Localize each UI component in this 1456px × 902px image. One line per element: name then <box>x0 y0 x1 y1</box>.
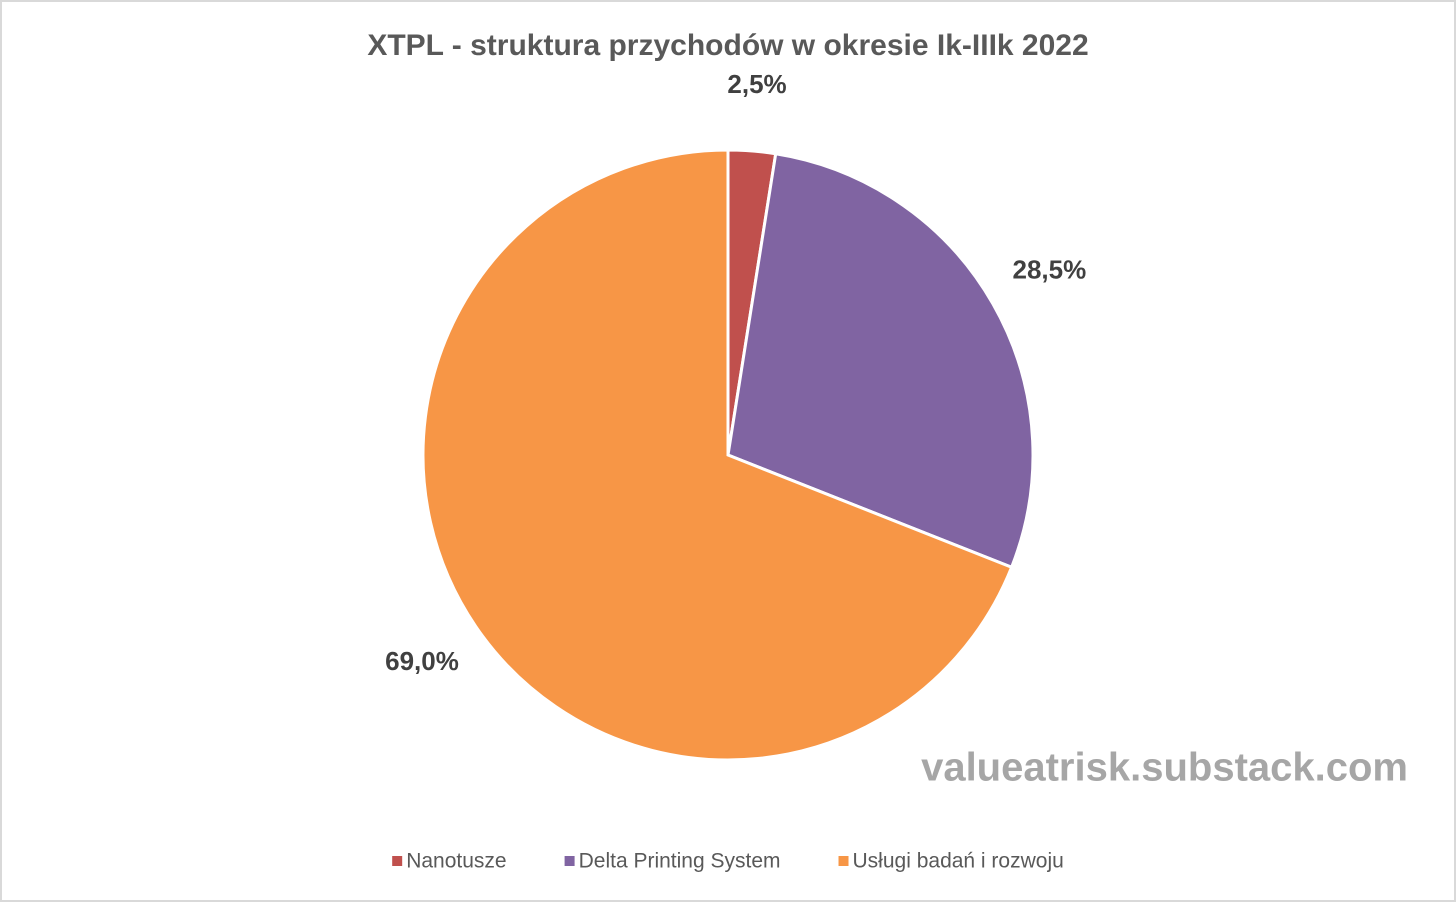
watermark: valueatrisk.substack.com <box>921 746 1408 790</box>
data-label: 28,5% <box>1013 255 1087 285</box>
legend-marker <box>564 856 575 866</box>
legend-marker <box>392 856 403 866</box>
pie-slice <box>421 148 1014 762</box>
data-label: 69,0% <box>385 646 459 676</box>
legend-marker <box>838 856 849 866</box>
legend-label: Delta Printing System <box>579 850 781 873</box>
legend-label: Nanotusze <box>406 850 506 873</box>
legend-label: Usługi badań i rozwoju <box>853 850 1064 873</box>
chart-title: XTPL - struktura przychodów w okresie Ik… <box>367 29 1088 62</box>
pie-slice <box>726 152 1035 570</box>
data-label: 2,5% <box>727 69 786 99</box>
